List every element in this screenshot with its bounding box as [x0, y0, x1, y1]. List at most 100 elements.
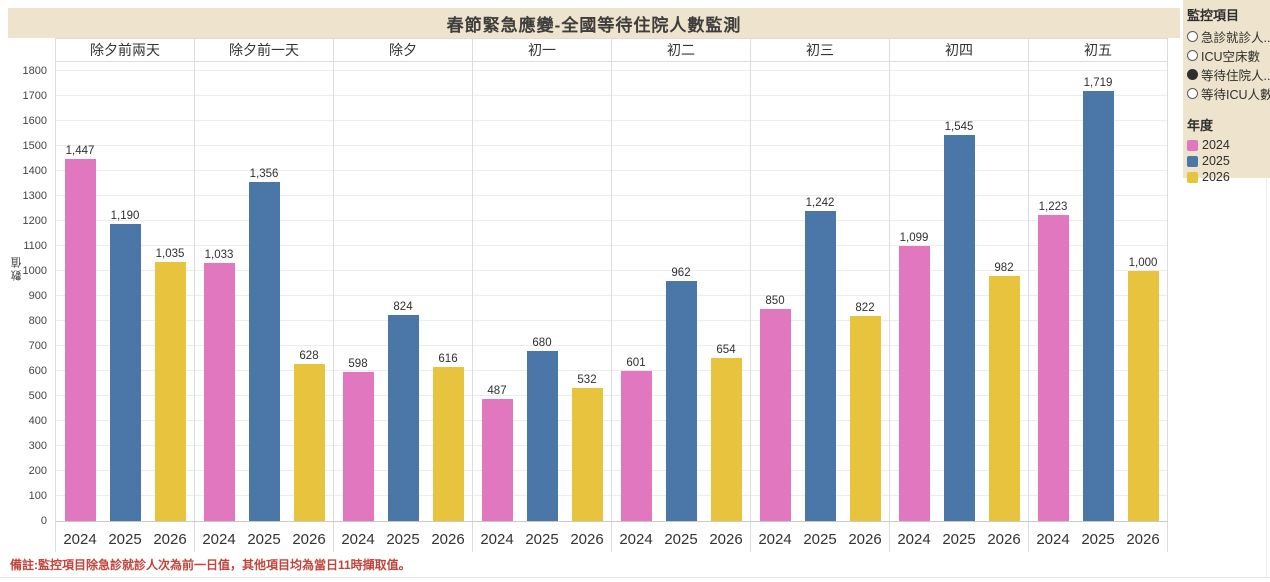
- group-header-6: 初四: [890, 39, 1029, 61]
- legend-item-2025[interactable]: 2025: [1187, 153, 1268, 169]
- y-tick-700: 700: [28, 340, 47, 352]
- y-tick-1300: 1300: [22, 190, 47, 202]
- bar-value-label: 822: [855, 301, 875, 314]
- monitor-option-0[interactable]: 急診就診人..: [1187, 27, 1270, 46]
- legend-item-2024[interactable]: 2024: [1187, 137, 1268, 153]
- bar-除夕-2026[interactable]: [432, 367, 464, 521]
- monitor-option-1[interactable]: ICU空床數: [1187, 46, 1268, 65]
- monitor-option-2[interactable]: 等待住院人..: [1187, 65, 1270, 84]
- bar-除夕前一天-2026[interactable]: [293, 364, 325, 521]
- bar-value-label: 1,223: [1038, 201, 1068, 214]
- bar-value-label: 1,035: [155, 248, 185, 261]
- bar-除夕-2024[interactable]: [342, 371, 374, 521]
- monitor-option-label: 等待住院人..: [1201, 69, 1270, 83]
- y-tick-1100: 1100: [23, 240, 47, 252]
- x-tick-label-2024: 2024: [619, 530, 653, 548]
- bar-slot-2024: 487: [481, 62, 513, 521]
- bar-除夕前一天-2025[interactable]: [248, 182, 280, 521]
- legend-label: 2025: [1202, 154, 1230, 168]
- y-tick-1600: 1600: [22, 115, 47, 127]
- x-tick-label-2025: 2025: [942, 530, 976, 548]
- y-tick-600: 600: [28, 365, 47, 377]
- bar-slot-2026: 532: [571, 62, 603, 521]
- bar-初二-2026[interactable]: [710, 357, 742, 521]
- x-axis-ticks-row: 2024 2025 2026 2024 2025 2026 2024 2025 2026 2024…: [55, 522, 1168, 552]
- x-tick-label-2026: 2026: [431, 530, 465, 548]
- x-tick-label-2024: 2024: [202, 530, 236, 548]
- legend-item-2026[interactable]: 2026: [1187, 169, 1268, 185]
- monitor-option-3[interactable]: 等待ICU人數: [1187, 84, 1270, 103]
- bar-初五-2026[interactable]: [1127, 271, 1159, 521]
- bar-初四-2026[interactable]: [988, 275, 1020, 521]
- bar-初四-2025[interactable]: [943, 134, 975, 521]
- radio-selected-icon[interactable]: [1187, 69, 1198, 80]
- bar-value-label: 1,099: [899, 232, 929, 245]
- bar-初二-2024[interactable]: [620, 370, 652, 521]
- x-tick-label-2025: 2025: [386, 530, 420, 548]
- x-tick-group-2: 2024 2025 2026: [334, 522, 473, 552]
- bar-初一-2024[interactable]: [481, 399, 513, 521]
- bar-groups: 1,447 1,190 1,035 1,033 1,356 628 598 824 616 487…: [56, 62, 1168, 521]
- y-tick-800: 800: [28, 315, 47, 327]
- bar-slot-2024: 1,099: [898, 62, 930, 521]
- bar-slot-2024: 598: [342, 62, 374, 521]
- bar-slot-2024: 601: [620, 62, 652, 521]
- bar-value-label: 1,033: [204, 248, 234, 261]
- gridline-400: [56, 420, 1168, 421]
- radio-icon[interactable]: [1187, 31, 1198, 42]
- bar-初三-2024[interactable]: [759, 308, 791, 521]
- bar-除夕前兩天-2025[interactable]: [109, 223, 141, 521]
- x-tick-label-2024: 2024: [63, 530, 97, 548]
- bar-slot-2025: 824: [387, 62, 419, 521]
- x-tick-group-0: 2024 2025 2026: [56, 522, 195, 552]
- x-tick-group-6: 2024 2025 2026: [890, 522, 1029, 552]
- bar-value-label: 1,190: [110, 209, 140, 222]
- gridline-900: [56, 295, 1168, 296]
- bar-value-label: 962: [671, 266, 691, 279]
- gridline-100: [56, 495, 1168, 496]
- group-header-4: 初二: [612, 39, 751, 61]
- bar-初三-2026[interactable]: [849, 315, 881, 521]
- title-bar: 春節緊急應變-全國等待住院人數監測: [8, 8, 1180, 38]
- bar-除夕-2025[interactable]: [387, 315, 419, 521]
- bar-除夕前一天-2024[interactable]: [203, 262, 235, 521]
- y-tick-0: 0: [40, 515, 47, 527]
- bar-初一-2026[interactable]: [571, 388, 603, 521]
- bar-初三-2025[interactable]: [804, 210, 836, 521]
- y-tick-300: 300: [28, 440, 47, 452]
- gridline-700: [56, 345, 1168, 346]
- radio-icon[interactable]: [1187, 50, 1198, 61]
- y-tick-1800: 1800: [22, 65, 47, 77]
- bar-初二-2025[interactable]: [665, 280, 697, 521]
- gridline-1800: [56, 70, 1168, 71]
- group-header-row: 除夕前兩天 除夕前一天 除夕 初一 初二 初三 初四 初五: [55, 38, 1168, 62]
- y-tick-500: 500: [28, 390, 47, 402]
- y-axis-ticks: 0 100 200 300 400 500 600 700 800 900 1000 1100 1200…: [8, 62, 55, 527]
- gridline-1100: [56, 245, 1168, 246]
- radio-icon[interactable]: [1187, 88, 1198, 99]
- bar-slot-2026: 982: [988, 62, 1020, 521]
- bar-初一-2025[interactable]: [526, 351, 558, 521]
- bar-除夕前兩天-2024[interactable]: [64, 159, 96, 521]
- bar-group-3: 487 680 532: [473, 62, 612, 521]
- bar-value-label: 1,545: [944, 120, 974, 133]
- x-tick-label-2026: 2026: [570, 530, 604, 548]
- gridline-300: [56, 445, 1168, 446]
- bar-初四-2024[interactable]: [898, 246, 930, 521]
- bar-group-7: 1,223 1,719 1,000: [1029, 62, 1168, 521]
- bar-slot-2026: 1,000: [1127, 62, 1159, 521]
- bar-group-2: 598 824 616: [334, 62, 473, 521]
- bar-除夕前兩天-2026[interactable]: [154, 262, 186, 521]
- monitor-panel-title: 監控項目: [1187, 8, 1240, 23]
- legend-swatch: [1187, 155, 1198, 167]
- bottom-divider: [0, 577, 1270, 578]
- bar-初五-2025[interactable]: [1082, 91, 1114, 521]
- x-tick-label-2025: 2025: [1081, 530, 1115, 548]
- x-tick-label-2026: 2026: [848, 530, 882, 548]
- bar-初五-2024[interactable]: [1037, 215, 1069, 521]
- bar-group-0: 1,447 1,190 1,035: [56, 62, 195, 521]
- group-header-3: 初一: [473, 39, 612, 61]
- bar-slot-2026: 822: [849, 62, 881, 521]
- x-tick-label-2025: 2025: [803, 530, 837, 548]
- gridline-500: [56, 395, 1168, 396]
